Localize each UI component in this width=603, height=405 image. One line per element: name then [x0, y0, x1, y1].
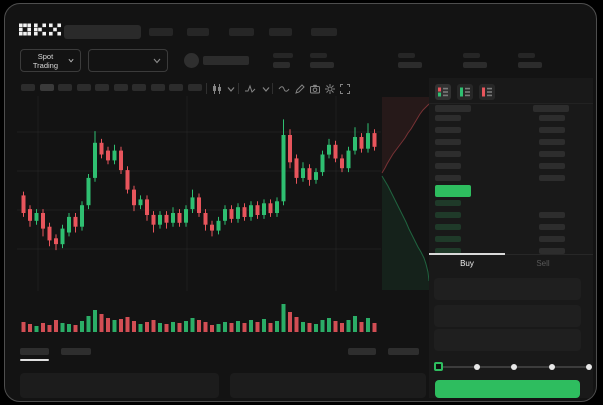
order-price-field[interactable]: [434, 278, 581, 300]
bottom-panel-left[interactable]: [20, 373, 219, 398]
pencil-icon[interactable]: [294, 82, 306, 94]
slider-stop-50[interactable]: [511, 364, 517, 370]
ask-amount-placeholder[interactable]: [539, 139, 565, 145]
stat-value-placeholder: [518, 62, 542, 68]
bid-price-placeholder[interactable]: [435, 224, 461, 230]
bottom-tab-placeholder[interactable]: [61, 348, 91, 355]
ask-price-placeholder[interactable]: [435, 151, 461, 157]
market-type-label: Spot Trading: [32, 51, 59, 70]
bid-price-placeholder[interactable]: [435, 236, 461, 242]
timeframe-button-placeholder[interactable]: [95, 84, 109, 91]
tab-sell[interactable]: Sell: [536, 259, 550, 268]
bid-amount-placeholder[interactable]: [539, 212, 565, 218]
stat-value-placeholder: [310, 62, 334, 68]
nav-item-placeholder[interactable]: [187, 28, 209, 36]
bid-amount-placeholder[interactable]: [539, 224, 565, 230]
expand-icon[interactable]: [339, 82, 351, 94]
chevron-down-icon[interactable]: [260, 82, 272, 94]
slider-stop-25[interactable]: [473, 364, 480, 370]
bid-price-placeholder[interactable]: [435, 248, 461, 254]
pair-name-placeholder: [203, 56, 249, 65]
ask-price-placeholder[interactable]: [435, 175, 461, 181]
stat-label-placeholder: [518, 53, 535, 58]
search-input[interactable]: [64, 25, 141, 39]
slider-stop-75[interactable]: [548, 364, 555, 370]
ask-amount-placeholder[interactable]: [539, 151, 565, 157]
ask-price-placeholder[interactable]: [435, 163, 461, 169]
ask-price-placeholder[interactable]: [435, 127, 461, 133]
toolbar-divider: [272, 83, 273, 94]
nav-item-placeholder[interactable]: [311, 28, 337, 36]
stat-label-placeholder: [310, 53, 327, 58]
bottom-tab-placeholder[interactable]: [20, 348, 49, 355]
slider-handle[interactable]: [434, 362, 443, 371]
timeframe-button-placeholder[interactable]: [39, 84, 54, 91]
wave-icon[interactable]: [278, 82, 290, 94]
bottom-action-placeholder[interactable]: [388, 348, 419, 355]
amount-column-header: [533, 105, 569, 112]
buy-submit-button[interactable]: [435, 380, 580, 398]
book-bids-icon[interactable]: [457, 84, 473, 100]
toolbar-divider: [206, 83, 207, 94]
nav-item-placeholder[interactable]: [269, 28, 292, 36]
timeframe-button-placeholder[interactable]: [113, 84, 128, 91]
bid-amount-placeholder[interactable]: [539, 248, 565, 254]
bottom-action-placeholder[interactable]: [348, 348, 376, 355]
buy-tab-indicator: [429, 253, 505, 255]
ask-amount-placeholder[interactable]: [539, 163, 565, 169]
book-asks-icon[interactable]: [479, 84, 495, 100]
timeframe-button-placeholder[interactable]: [76, 84, 91, 91]
market-type-dropdown[interactable]: Spot Trading: [20, 49, 81, 72]
stat-label-placeholder: [463, 53, 480, 58]
pair-selector-dropdown[interactable]: [88, 49, 168, 72]
order-book-panel: Buy Sell: [429, 78, 593, 398]
timeframe-button-placeholder[interactable]: [132, 84, 146, 91]
bottom-panel-right[interactable]: [230, 373, 426, 398]
price-column-header: [435, 105, 471, 112]
stat-value-placeholder: [398, 62, 422, 68]
active-tab-underline: [20, 359, 49, 361]
chevron-down-icon[interactable]: [225, 82, 237, 94]
stat-label-placeholder: [273, 53, 293, 58]
order-total-field[interactable]: [434, 329, 581, 351]
nav-item-placeholder[interactable]: [149, 28, 173, 36]
gear-icon[interactable]: [324, 82, 336, 94]
coin-icon: [184, 53, 199, 68]
candles-icon[interactable]: [211, 82, 223, 94]
chevron-down-icon: [68, 58, 74, 63]
toolbar-divider: [238, 83, 239, 94]
ask-amount-placeholder[interactable]: [539, 127, 565, 133]
stat-value-placeholder: [463, 62, 487, 68]
ask-price-placeholder[interactable]: [435, 139, 461, 145]
order-amount-field[interactable]: [434, 305, 581, 327]
amount-slider[interactable]: [434, 361, 592, 373]
bid-price-placeholder[interactable]: [435, 200, 461, 206]
divider: [429, 254, 593, 255]
indicator-icon[interactable]: [244, 82, 256, 94]
ask-amount-placeholder[interactable]: [539, 175, 565, 181]
nav-item-placeholder[interactable]: [229, 28, 254, 36]
ask-amount-placeholder[interactable]: [539, 115, 565, 121]
divider: [429, 103, 593, 104]
ask-price-placeholder[interactable]: [435, 115, 461, 121]
okx-logo-icon[interactable]: [19, 23, 61, 36]
stat-value-placeholder: [273, 62, 290, 68]
price-chart[interactable]: [17, 96, 429, 342]
last-price-badge[interactable]: [435, 185, 471, 197]
bid-price-placeholder[interactable]: [435, 212, 461, 218]
timeframe-button-placeholder[interactable]: [58, 84, 72, 91]
timeframe-button-placeholder[interactable]: [187, 84, 202, 91]
stat-label-placeholder: [398, 53, 415, 58]
slider-stop-100[interactable]: [586, 364, 592, 370]
app-window: Spot Trading: [4, 3, 597, 402]
tab-buy[interactable]: Buy: [460, 259, 474, 268]
book-combined-icon[interactable]: [435, 84, 451, 100]
timeframe-button-placeholder[interactable]: [150, 84, 165, 91]
camera-icon[interactable]: [309, 82, 321, 94]
chevron-down-icon: [153, 58, 161, 63]
timeframe-button-placeholder[interactable]: [21, 84, 35, 91]
bid-amount-placeholder[interactable]: [539, 236, 565, 242]
timeframe-button-placeholder[interactable]: [169, 84, 183, 91]
